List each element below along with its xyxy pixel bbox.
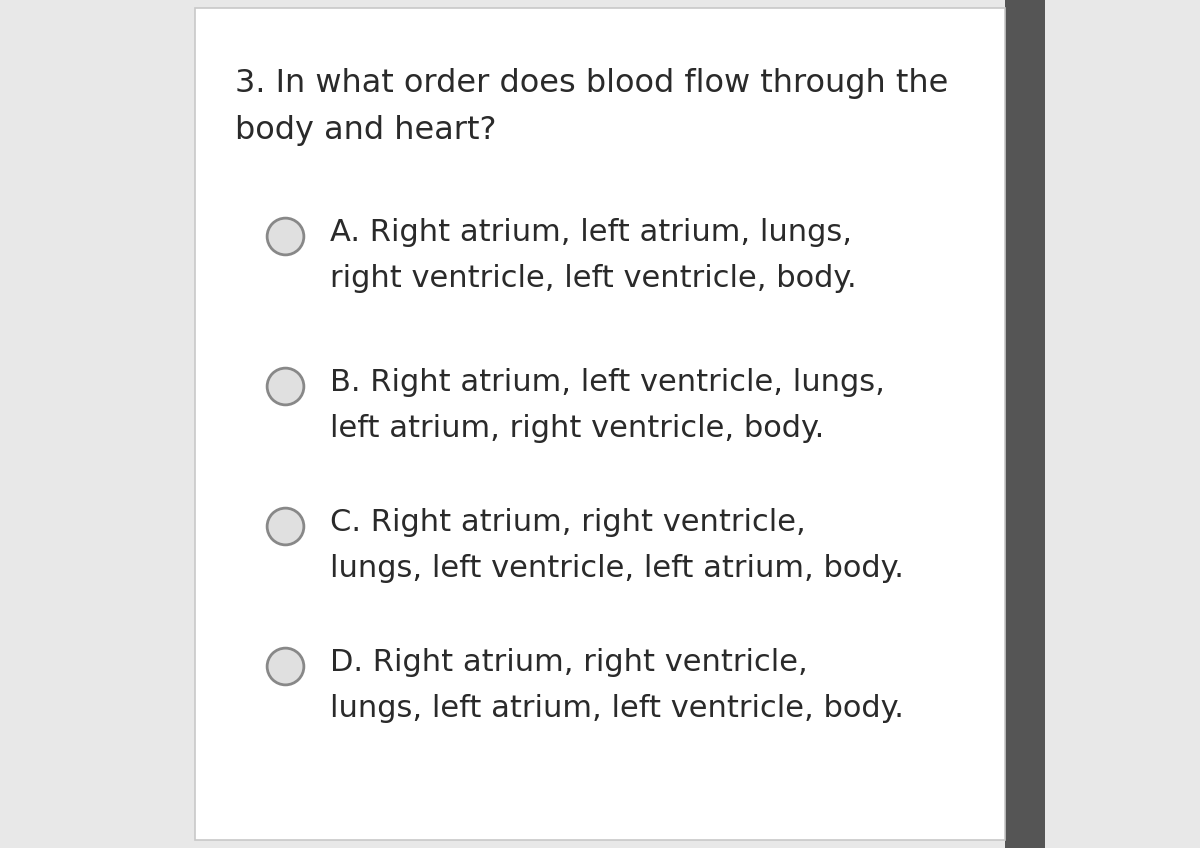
Text: lungs, left atrium, left ventricle, body.: lungs, left atrium, left ventricle, body… xyxy=(330,694,904,723)
Text: lungs, left ventricle, left atrium, body.: lungs, left ventricle, left atrium, body… xyxy=(330,554,904,583)
Text: C. Right atrium, right ventricle,: C. Right atrium, right ventricle, xyxy=(330,508,805,537)
FancyBboxPatch shape xyxy=(194,8,1006,840)
Text: left atrium, right ventricle, body.: left atrium, right ventricle, body. xyxy=(330,414,824,443)
Text: 3. In what order does blood flow through the: 3. In what order does blood flow through… xyxy=(235,68,948,99)
Point xyxy=(276,659,295,672)
Text: right ventricle, left ventricle, body.: right ventricle, left ventricle, body. xyxy=(330,264,857,293)
Text: D. Right atrium, right ventricle,: D. Right atrium, right ventricle, xyxy=(330,648,808,677)
Text: body and heart?: body and heart? xyxy=(235,115,497,146)
Point xyxy=(276,229,295,243)
FancyBboxPatch shape xyxy=(1006,0,1045,848)
Point xyxy=(276,379,295,393)
Text: A. Right atrium, left atrium, lungs,: A. Right atrium, left atrium, lungs, xyxy=(330,218,852,247)
Text: B. Right atrium, left ventricle, lungs,: B. Right atrium, left ventricle, lungs, xyxy=(330,368,884,397)
Point xyxy=(276,519,295,533)
